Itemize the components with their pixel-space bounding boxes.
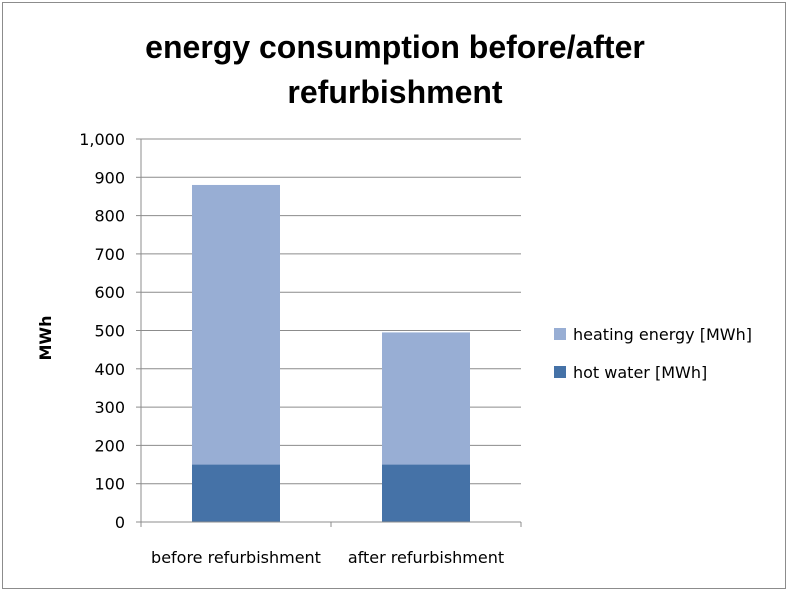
bar-hot-water-before xyxy=(192,464,280,522)
y-axis-label: MWh xyxy=(36,316,55,361)
bar-heating-energy-before xyxy=(192,184,280,465)
y-tick-label: 200 xyxy=(94,436,125,455)
legend-label: hot water [MWh] xyxy=(573,363,707,382)
bars xyxy=(192,184,470,522)
y-tick-label: 900 xyxy=(94,168,125,187)
chart-title: energy consumption before/after refurbis… xyxy=(145,29,645,110)
y-tick-label: 100 xyxy=(94,475,125,494)
legend: heating energy [MWh] hot water [MWh] xyxy=(554,325,752,382)
chart-svg: energy consumption before/after refurbis… xyxy=(36,29,752,567)
y-tick-label: 400 xyxy=(94,360,125,379)
y-tick-label: 700 xyxy=(94,245,125,264)
legend-swatch xyxy=(554,366,566,378)
y-tick-label: 0 xyxy=(115,513,125,532)
y-axis-ticks: 0 100 200 300 400 500 600 700 800 900 1,000 xyxy=(79,130,141,532)
x-axis-categories: before refurbishment after refurbishment xyxy=(151,548,504,567)
y-tick-label: 500 xyxy=(94,322,125,341)
legend-swatch xyxy=(554,328,566,340)
legend-label: heating energy [MWh] xyxy=(573,325,752,344)
y-tick-label: 300 xyxy=(94,398,125,417)
chart-title-line-1: energy consumption before/after xyxy=(145,29,645,65)
x-category-label: after refurbishment xyxy=(348,548,504,567)
x-category-label: before refurbishment xyxy=(151,548,321,567)
y-tick-label: 600 xyxy=(94,283,125,302)
y-tick-label: 800 xyxy=(94,207,125,226)
bar-hot-water-after xyxy=(382,464,470,522)
axes xyxy=(140,139,522,527)
bar-heating-energy-after xyxy=(382,332,470,465)
chart-title-line-2: refurbishment xyxy=(287,74,502,110)
y-tick-label: 1,000 xyxy=(79,130,125,149)
